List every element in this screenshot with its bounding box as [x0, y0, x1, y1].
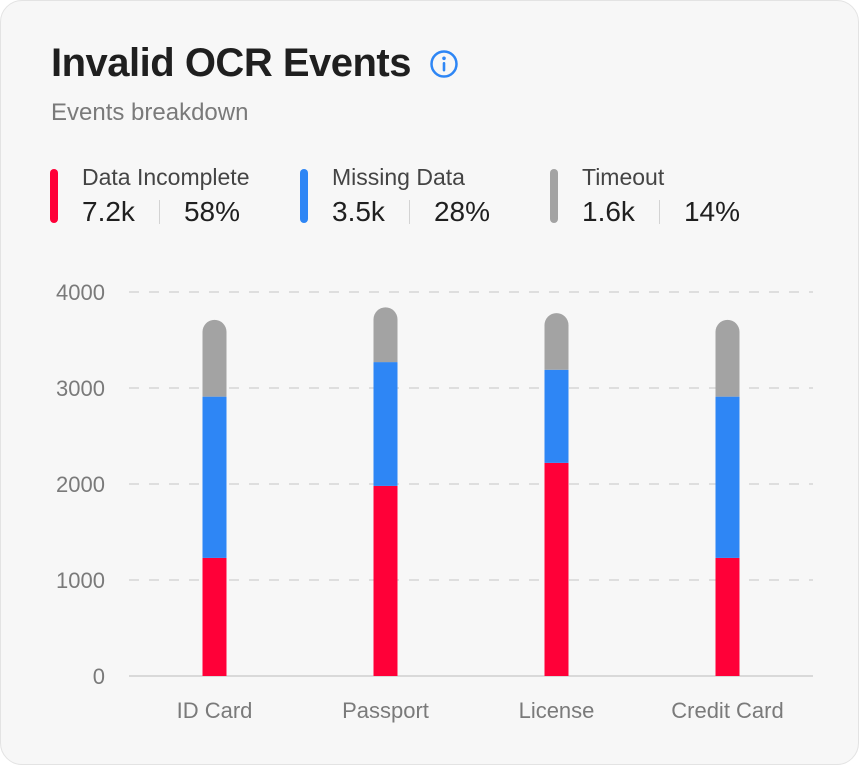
- legend-percent: 14%: [683, 196, 740, 227]
- legend-value: 7.2k: [82, 196, 135, 227]
- bar-segment-missing-data: [544, 369, 569, 463]
- card-title: Invalid OCR Events: [51, 41, 411, 85]
- y-tick-label: 4000: [56, 280, 105, 305]
- legend-value: 3.5k: [332, 196, 385, 227]
- legend-swatch: [50, 169, 58, 223]
- legend-divider: [658, 200, 660, 224]
- legend-divider: [408, 200, 410, 224]
- y-tick-label: 2000: [56, 472, 105, 497]
- bar-segment-timeout: [544, 313, 569, 370]
- legend-values: 7.2k 58%: [82, 196, 240, 228]
- legend-label: Data Incomplete: [82, 164, 250, 190]
- bar-segment-timeout: [373, 307, 398, 363]
- y-tick-label: 1000: [56, 568, 105, 593]
- legend-value: 1.6k: [582, 196, 635, 227]
- bar-segment-timeout: [202, 319, 227, 397]
- legend-label: Timeout: [582, 164, 665, 190]
- x-tick-label: Passport: [342, 698, 429, 723]
- legend-item-timeout: Timeout 1.6k 14%: [550, 164, 810, 228]
- bar-segment-missing-data: [715, 396, 740, 558]
- bar-segment-timeout: [715, 319, 740, 397]
- bar-segment-data-incomplete: [715, 557, 740, 676]
- legend-swatch: [550, 169, 558, 223]
- legend-item-missing-data: Missing Data 3.5k 28%: [300, 164, 560, 228]
- card-subtitle: Events breakdown: [51, 99, 249, 126]
- legend-item-data-incomplete: Data Incomplete 7.2k 58%: [50, 164, 310, 228]
- x-tick-label: License: [519, 698, 595, 723]
- legend-percent: 28%: [433, 196, 490, 227]
- stacked-bar-chart: 0 1000 2000 3000 4000 ID Card Passport License C…: [56, 280, 813, 723]
- x-tick-label: ID Card: [177, 698, 253, 723]
- bar-segment-missing-data: [202, 396, 227, 558]
- bar-segment-data-incomplete: [373, 485, 398, 676]
- legend-divider: [158, 200, 160, 224]
- legend-label: Missing Data: [332, 164, 465, 190]
- title-row: Invalid OCR Events: [51, 41, 459, 86]
- y-tick-label: 0: [93, 664, 105, 689]
- legend-swatch: [300, 169, 308, 223]
- x-tick-label: Credit Card: [671, 698, 783, 723]
- legend-values: 1.6k 14%: [582, 196, 740, 228]
- y-tick-label: 3000: [56, 376, 105, 401]
- legend-percent: 58%: [183, 196, 240, 227]
- bar-segment-data-incomplete: [544, 462, 569, 676]
- info-icon[interactable]: [429, 49, 459, 79]
- bar-segment-data-incomplete: [202, 557, 227, 676]
- legend-values: 3.5k 28%: [332, 196, 490, 228]
- bar-segment-missing-data: [373, 362, 398, 486]
